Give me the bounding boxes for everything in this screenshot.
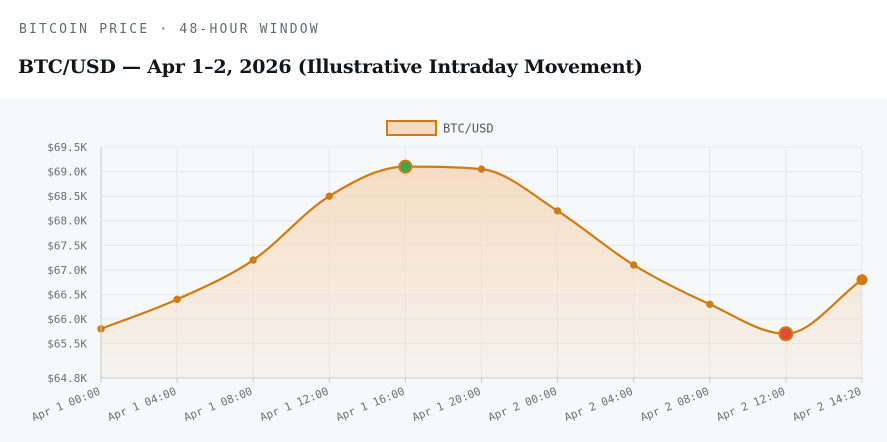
y-tick-label: $68.5K	[47, 190, 87, 203]
y-tick-label: $66.5K	[47, 288, 87, 301]
y-tick-label: $64.8K	[47, 372, 87, 385]
x-tick-label: Apr 2 14:20	[791, 385, 863, 424]
data-point-latest	[856, 274, 868, 286]
x-tick-label: Apr 1 16:00	[334, 385, 406, 424]
legend-label-btc-usd: BTC/USD	[443, 122, 494, 136]
y-tick-label: $69.0K	[47, 166, 87, 179]
data-point	[249, 256, 257, 264]
y-tick-label: $65.5K	[47, 338, 87, 351]
data-point	[325, 192, 333, 200]
y-tick-label: $67.5K	[47, 239, 87, 252]
point-layer	[97, 159, 868, 342]
y-tick-label: $66.0K	[47, 313, 87, 326]
data-point	[706, 300, 714, 308]
x-tick-label: Apr 2 04:00	[562, 385, 634, 424]
area-layer	[101, 166, 862, 378]
chart-header: BITCOIN PRICE · 48-HOUR WINDOW BTC/USD —…	[0, 0, 887, 98]
x-tick-label: Apr 1 08:00	[182, 385, 254, 424]
y-tick-label: $69.5K	[47, 141, 87, 154]
legend-swatch-btc-usd	[386, 120, 437, 136]
data-point	[477, 165, 486, 173]
x-tick-label: Apr 1 04:00	[106, 385, 178, 424]
x-tick-label: Apr 2 08:00	[638, 385, 710, 424]
legend-layer: BTC/USD	[386, 120, 494, 136]
data-point	[630, 261, 638, 269]
series-area-fill	[101, 166, 862, 378]
data-point-high	[398, 159, 413, 174]
data-point	[173, 295, 181, 304]
data-point	[553, 207, 562, 215]
x-tick-label: Apr 1 12:00	[258, 385, 330, 424]
x-tick-label: Apr 1 00:00	[30, 385, 102, 424]
chart-title: BTC/USD — Apr 1–2, 2026 (Illustrative In…	[18, 56, 643, 78]
x-tick-label: Apr 1 20:00	[410, 385, 482, 424]
y-tick-label: $68.0K	[47, 215, 87, 228]
data-point-low	[778, 326, 794, 342]
x-tick-label: Apr 2 00:00	[486, 385, 558, 424]
y-tick-label: $67.0K	[47, 264, 87, 277]
eyebrow-label: BITCOIN PRICE · 48-HOUR WINDOW	[19, 22, 320, 37]
x-tick-label: Apr 2 12:00	[715, 385, 787, 424]
